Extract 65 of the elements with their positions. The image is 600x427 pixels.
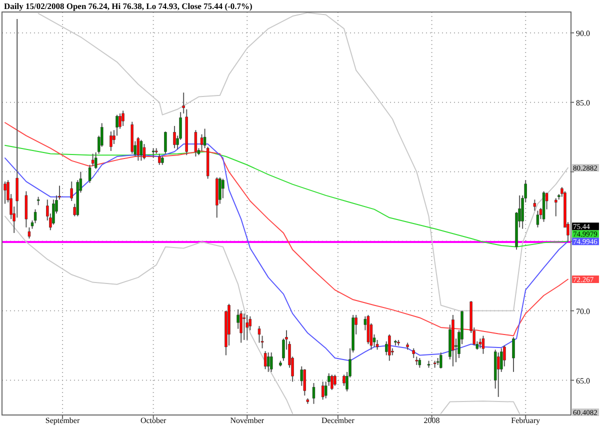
candlestick xyxy=(412,348,415,359)
line-series xyxy=(4,122,568,336)
candlestick xyxy=(140,139,143,162)
candlestick xyxy=(112,130,116,145)
candlestick xyxy=(388,334,391,362)
candlestick xyxy=(16,18,18,218)
candlestick xyxy=(4,181,6,204)
candlestick xyxy=(321,381,324,400)
y-tick-label: 70.0 xyxy=(576,306,590,316)
y-tick-label: 85.0 xyxy=(576,98,590,108)
line-series xyxy=(4,144,568,248)
candlestick xyxy=(24,190,28,228)
x-tick-label: November xyxy=(230,416,264,425)
candlestick xyxy=(482,335,485,354)
candlestick xyxy=(264,350,267,370)
candlestick xyxy=(152,148,155,158)
candlestick xyxy=(200,134,204,152)
candlestick xyxy=(182,92,185,114)
candlestick xyxy=(478,338,482,349)
candlestick xyxy=(218,176,222,204)
candlestick xyxy=(342,374,346,386)
candlestick xyxy=(118,112,122,130)
candlestick xyxy=(222,178,224,199)
candlestick xyxy=(554,198,558,217)
y-tick-label: 65.0 xyxy=(576,376,590,386)
candlestick xyxy=(194,130,198,158)
x-tick-label: 2008 xyxy=(424,416,440,425)
candlestick xyxy=(334,374,336,386)
candlestick xyxy=(266,352,270,372)
candlestick xyxy=(110,131,112,152)
candlestick xyxy=(91,153,94,167)
candlestick xyxy=(28,226,31,240)
candlestick xyxy=(203,128,206,149)
x-tick-label: February xyxy=(511,416,540,425)
candlestick xyxy=(418,358,422,368)
candlestick xyxy=(439,352,442,369)
candlestick xyxy=(312,382,316,404)
line-series xyxy=(38,12,568,312)
x-tick-label: September xyxy=(45,416,80,425)
candlestick xyxy=(270,352,273,372)
candlestick xyxy=(330,374,334,390)
candlestick xyxy=(242,313,246,340)
y-tick-label: 90.0 xyxy=(576,28,590,38)
candlestick xyxy=(164,131,167,154)
candlestick xyxy=(136,136,140,162)
candlestick xyxy=(70,181,73,202)
chart-title: Daily 15/02/2008 Open 76.24, Hi 76.38, Lo 74.93, Close 75.44 (-0.7%) xyxy=(4,1,253,11)
candlestick xyxy=(142,144,146,160)
candlestick xyxy=(258,326,261,344)
candlestick xyxy=(94,152,98,170)
candlestick xyxy=(122,110,124,126)
candlestick xyxy=(512,336,515,372)
x-tick-label: December xyxy=(322,416,355,425)
candlestick xyxy=(303,368,306,396)
candlestick xyxy=(88,164,92,184)
candlestick xyxy=(533,199,536,212)
candlestick xyxy=(236,308,240,330)
candlestick xyxy=(240,310,242,344)
candlestick xyxy=(173,125,176,149)
candlestick xyxy=(497,352,500,398)
x-tick-label: October xyxy=(140,416,167,425)
candlestick xyxy=(116,114,118,136)
candlestick xyxy=(246,314,249,340)
candlestick xyxy=(158,153,161,166)
candlestick xyxy=(536,210,540,228)
